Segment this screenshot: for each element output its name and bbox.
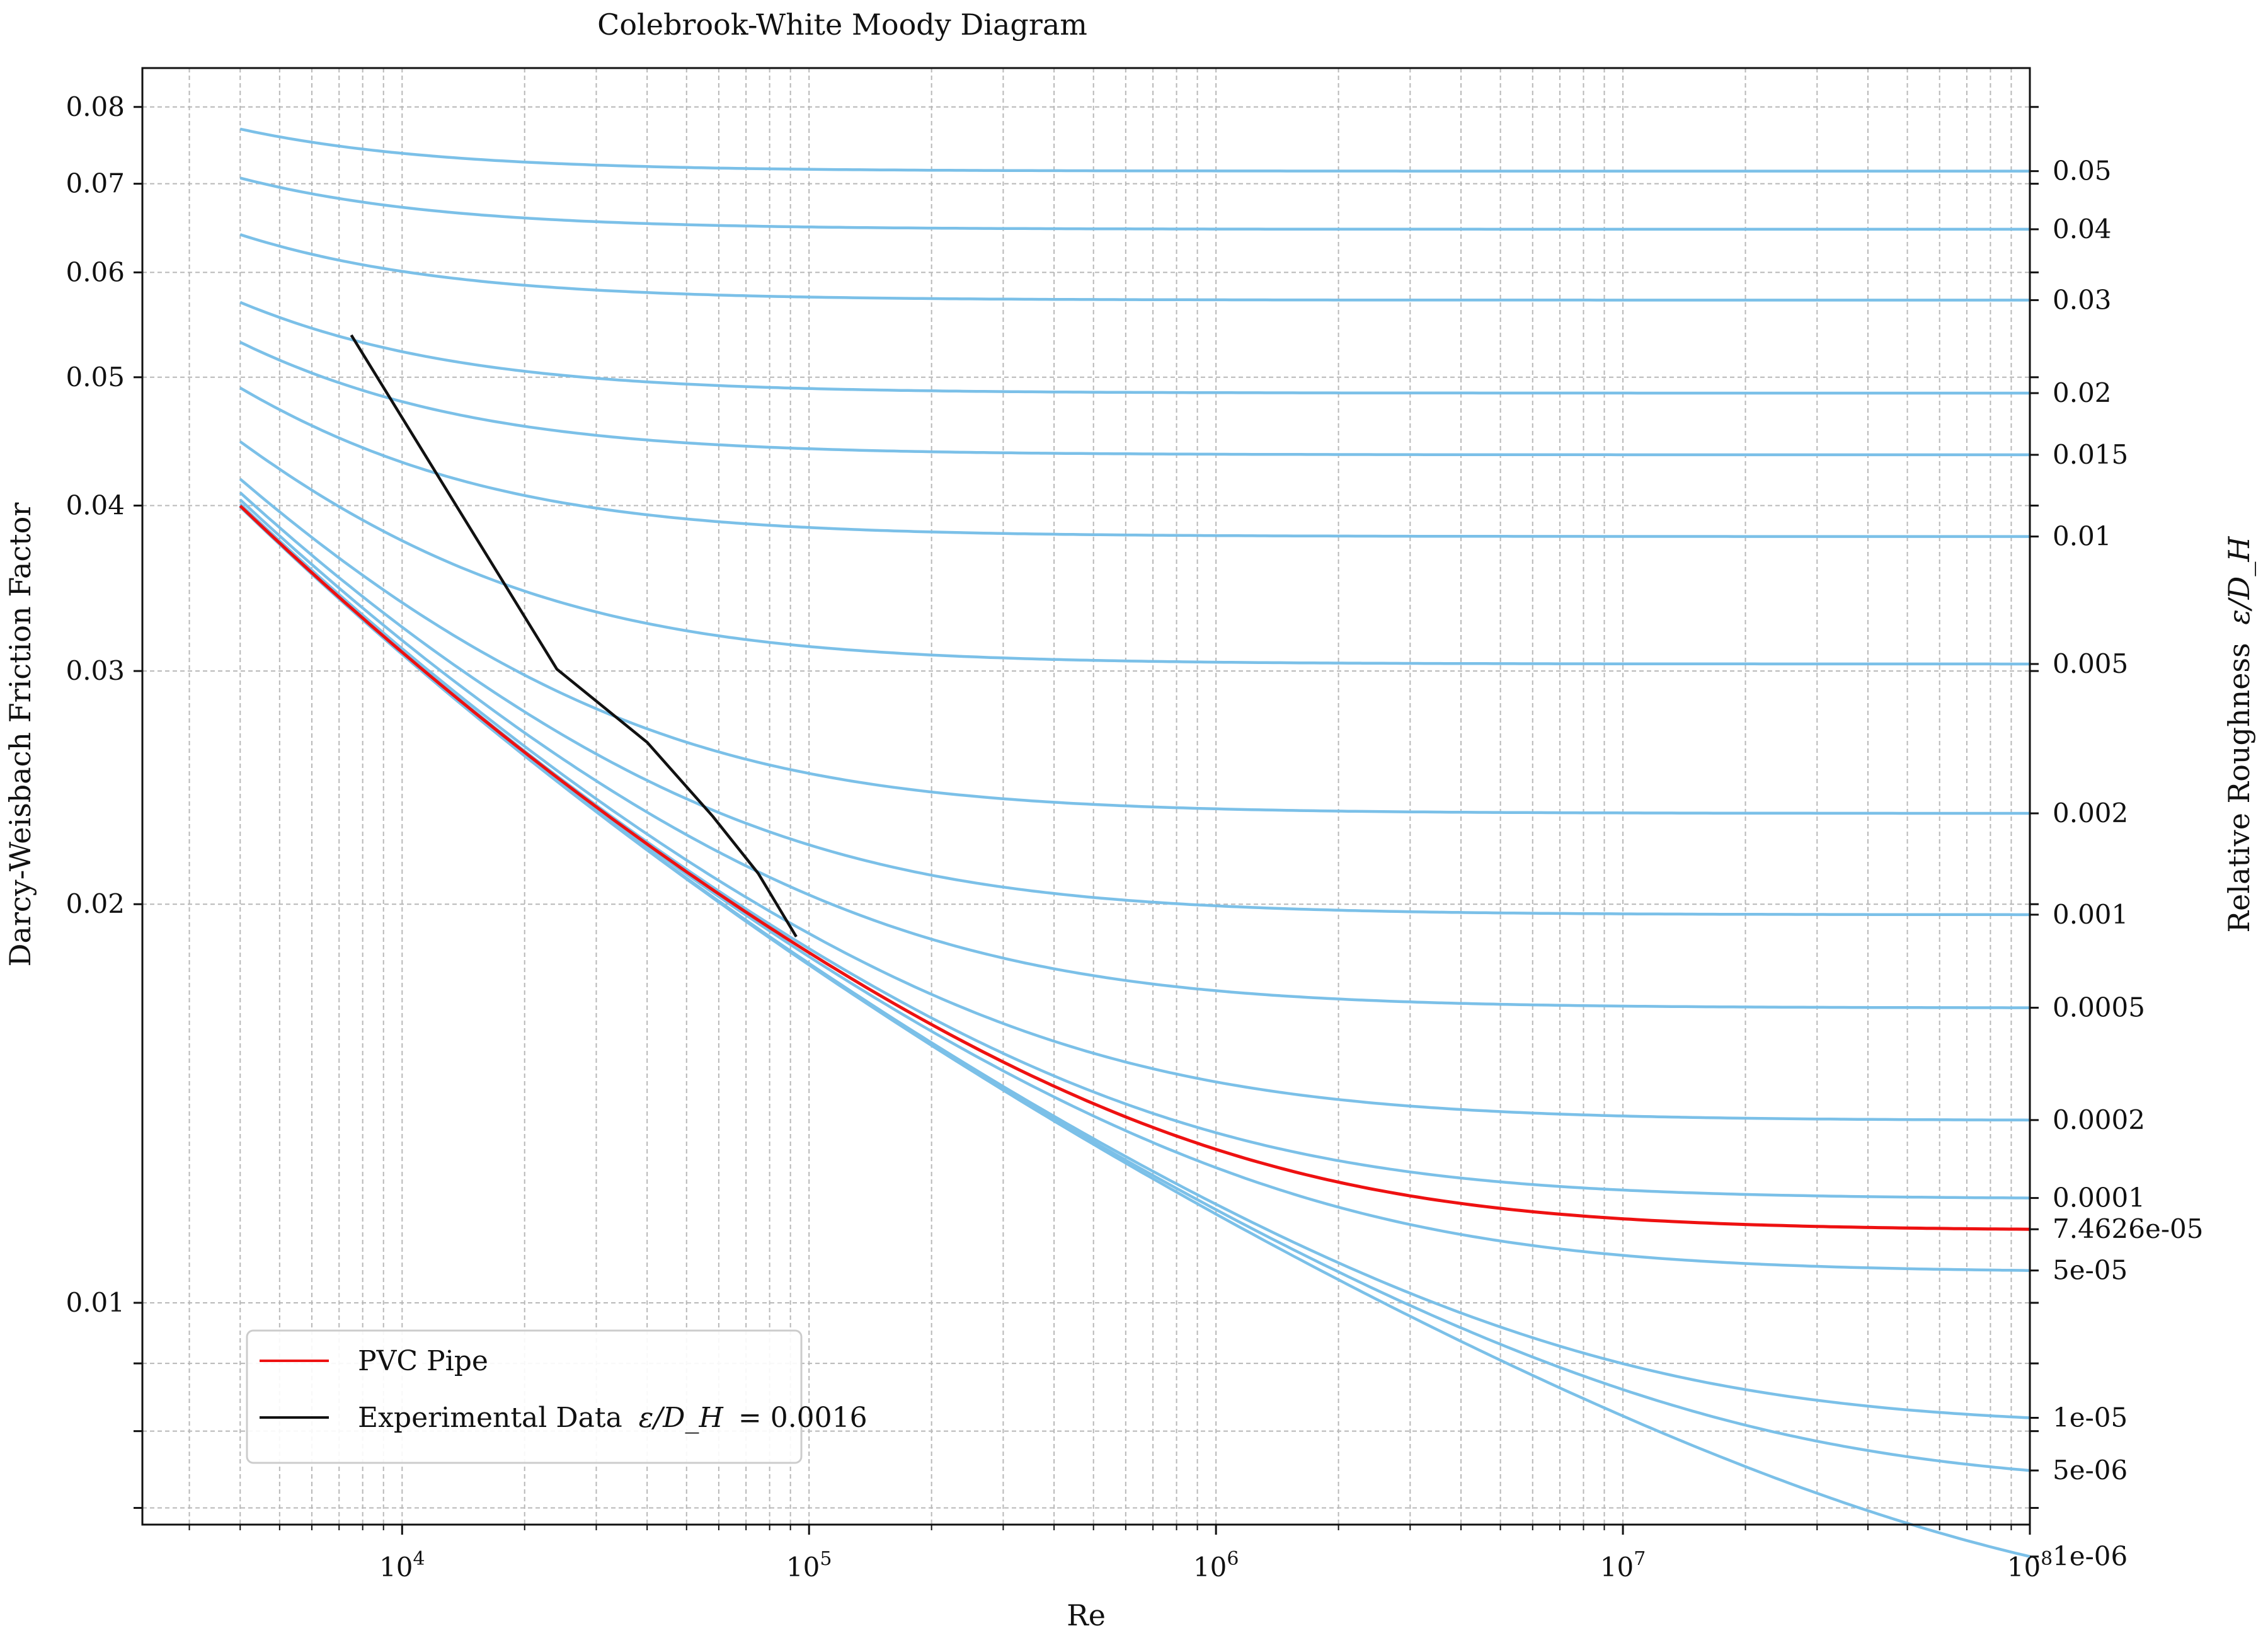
y-tick-label: 0.02 xyxy=(66,888,125,919)
pvc-series xyxy=(239,505,2030,1231)
y-tick-label: 0.05 xyxy=(66,362,125,392)
roughness-curve xyxy=(239,505,2030,1558)
right-axis-tick-label: 5e-06 xyxy=(2053,1455,2128,1486)
right-axis-tick-label: 0.04 xyxy=(2053,214,2112,244)
right-axis-tick-label: 0.0001 xyxy=(2053,1183,2145,1213)
right-axis-tick-label: 0.005 xyxy=(2053,648,2128,679)
right-axis-tick-label: 0.015 xyxy=(2053,439,2128,470)
right-axis-symbol: ε/D_H xyxy=(2222,536,2256,625)
x-tick-exponent: 8 xyxy=(2041,1548,2053,1570)
x-tick-base: 10 xyxy=(379,1552,413,1583)
right-axis-tick-label: 0.03 xyxy=(2053,284,2112,315)
x-axis-label: Re xyxy=(1067,1598,1106,1632)
x-tick-label: 107 xyxy=(1600,1548,1646,1583)
y-tick-label: 0.01 xyxy=(66,1287,125,1318)
right-axis-tick-label: 0.0002 xyxy=(2053,1104,2145,1135)
y-tick-label: 0.07 xyxy=(66,168,125,199)
experimental-data-line xyxy=(350,334,798,938)
plot-frame xyxy=(141,67,2031,1526)
legend-experimental-value: = 0.0016 xyxy=(738,1402,868,1434)
right-axis-label-text: Relative Roughness xyxy=(2222,643,2256,932)
y-tick-label: 0.06 xyxy=(66,256,125,287)
y-tick-label: 0.04 xyxy=(66,490,125,520)
right-axis-tick-label: 0.001 xyxy=(2053,899,2128,930)
right-axis-label: Relative Roughness ε/D_H xyxy=(2222,536,2256,933)
legend-experimental-label: Experimental Data ε/D_H = 0.0016 xyxy=(358,1402,868,1434)
x-tick-label: 104 xyxy=(379,1548,425,1583)
chart-title: Colebrook-White Moody Diagram xyxy=(597,8,1087,42)
roughness-curve xyxy=(239,503,2030,1122)
x-tick-base: 10 xyxy=(786,1552,820,1583)
roughness-curves xyxy=(239,127,2030,1558)
legend-experimental-symbol: ε/D_H xyxy=(639,1402,724,1434)
x-tick-exponent: 7 xyxy=(1634,1548,1646,1570)
roughness-curve xyxy=(239,233,2030,302)
right-axis-tick-label: 1e-05 xyxy=(2053,1402,2128,1433)
right-axis-tick-label: 0.05 xyxy=(2053,156,2112,186)
right-axis-tick-label: 0.02 xyxy=(2053,377,2112,408)
roughness-curve xyxy=(239,176,2030,231)
y-tick-label: 0.03 xyxy=(66,655,125,686)
right-axis-tick-label: 0.01 xyxy=(2053,521,2112,552)
roughness-curve xyxy=(239,301,2030,395)
roughness-curve xyxy=(239,478,2030,815)
legend-experimental-text: Experimental Data xyxy=(358,1402,622,1434)
x-axis-ticks: 104 105 106 107 108 xyxy=(188,1525,2053,1583)
x-tick-exponent: 4 xyxy=(413,1548,425,1570)
legend-box xyxy=(246,1329,803,1464)
right-axis-tick-label: 5e-05 xyxy=(2053,1255,2128,1286)
x-tick-label: 105 xyxy=(786,1548,832,1583)
experimental-series xyxy=(350,334,798,938)
right-axis-tick-label: 1e-06 xyxy=(2053,1541,2128,1572)
right-axis-tick-label: 0.0005 xyxy=(2053,992,2145,1023)
right-axis-tick-label: 7.4626e-05 xyxy=(2053,1213,2203,1244)
right-axis-ticks: 0.05 0.04 0.03 0.02 0.015 0.01 0.005 0.002 0.001… xyxy=(2030,156,2203,1572)
x-tick-exponent: 5 xyxy=(820,1548,832,1570)
right-axis-tick-label: 0.002 xyxy=(2053,798,2128,828)
roughness-curve xyxy=(239,440,2030,666)
roughness-curve xyxy=(239,127,2030,173)
roughness-curve xyxy=(239,491,2030,917)
y-axis-ticks: 0.08 0.07 0.06 0.05 0.04 0.03 0.02 0.01 xyxy=(66,91,2039,1509)
roughness-curve xyxy=(239,498,2030,1009)
x-tick-base: 10 xyxy=(1193,1552,1227,1583)
roughness-curve xyxy=(239,386,2030,538)
x-tick-exponent: 6 xyxy=(1227,1548,1239,1570)
right-axis-label-group: Relative Roughness ε/D_H xyxy=(2222,536,2256,933)
y-tick-label: 0.08 xyxy=(66,91,125,122)
y-axis-label: Darcy-Weisbach Friction Factor xyxy=(3,503,37,967)
legend-pvc-label: PVC Pipe xyxy=(358,1345,488,1377)
roughness-curve xyxy=(239,341,2030,457)
pvc-pipe-line xyxy=(239,505,2030,1231)
legend: PVC Pipe Experimental Data ε/D_H = 0.001… xyxy=(246,1329,868,1464)
x-tick-label: 106 xyxy=(1193,1548,1239,1583)
x-tick-base: 10 xyxy=(1600,1552,1634,1583)
